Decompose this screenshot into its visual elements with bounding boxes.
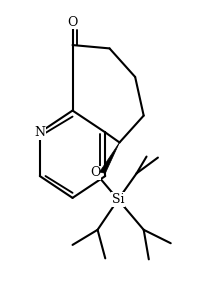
- Polygon shape: [100, 142, 120, 173]
- Text: Si: Si: [112, 193, 124, 206]
- Text: O: O: [67, 16, 78, 29]
- Text: O: O: [90, 166, 101, 179]
- Text: N: N: [34, 126, 45, 139]
